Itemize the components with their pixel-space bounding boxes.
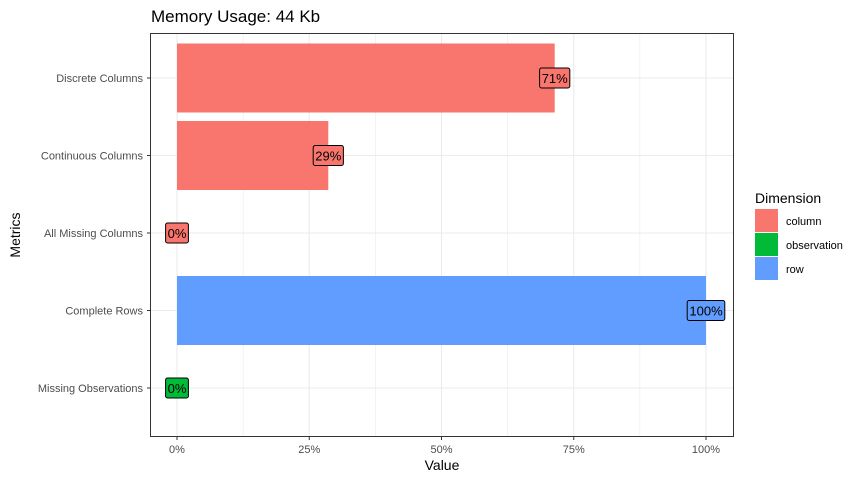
bar-label: 0% bbox=[165, 377, 189, 399]
legend-label: observation bbox=[786, 240, 843, 252]
y-axis-title: Metrics bbox=[7, 212, 23, 257]
bar-label: 71% bbox=[539, 67, 571, 89]
bar-label-text: 0% bbox=[168, 381, 187, 396]
legend-swatch bbox=[755, 233, 778, 256]
bar bbox=[177, 121, 329, 190]
bar-label-box bbox=[165, 222, 189, 244]
legend-label: row bbox=[786, 264, 804, 276]
legend-swatch bbox=[755, 257, 778, 280]
bar-label-text: 71% bbox=[542, 71, 568, 86]
bar-label-box bbox=[312, 145, 344, 166]
x-tick-label: 100% bbox=[692, 444, 720, 456]
y-tick-label: All Missing Columns bbox=[44, 228, 144, 240]
bar-labels: 71% 29% 0% 100% 0% bbox=[165, 67, 726, 399]
bar-label-box bbox=[686, 300, 726, 321]
chart-title: Memory Usage: 44 Kb bbox=[151, 7, 320, 26]
y-axis: Discrete Columns Continuous Columns All Mi… bbox=[38, 73, 151, 395]
x-tick-label: 75% bbox=[563, 444, 585, 456]
bar bbox=[177, 276, 706, 345]
legend-title: Dimension bbox=[755, 190, 821, 206]
x-tick-label: 0% bbox=[169, 444, 185, 456]
bar-label: 29% bbox=[312, 145, 344, 166]
bar-label: 0% bbox=[165, 222, 189, 244]
bar-label: 100% bbox=[686, 300, 726, 321]
y-tick-label: Missing Observations bbox=[38, 383, 144, 395]
x-axis-title: Value bbox=[425, 457, 460, 473]
legend-label: column bbox=[786, 216, 821, 228]
bar-label-box bbox=[539, 67, 571, 89]
bars bbox=[177, 43, 706, 345]
legend-swatch bbox=[755, 209, 778, 232]
x-axis: 0% 25% 50% 75% 100% bbox=[169, 436, 720, 456]
legend: Dimension column observation row bbox=[755, 190, 843, 280]
y-tick-label: Continuous Columns bbox=[41, 151, 144, 163]
bar-label-text: 0% bbox=[168, 226, 187, 241]
y-tick-label: Complete Rows bbox=[65, 306, 143, 318]
y-tick-label: Discrete Columns bbox=[56, 73, 143, 85]
bar-label-text: 29% bbox=[315, 149, 341, 164]
bar-label-box bbox=[165, 377, 189, 399]
x-tick-label: 50% bbox=[430, 444, 452, 456]
bar-label-text: 100% bbox=[689, 304, 723, 319]
bar bbox=[177, 43, 555, 113]
x-tick-label: 25% bbox=[298, 444, 320, 456]
